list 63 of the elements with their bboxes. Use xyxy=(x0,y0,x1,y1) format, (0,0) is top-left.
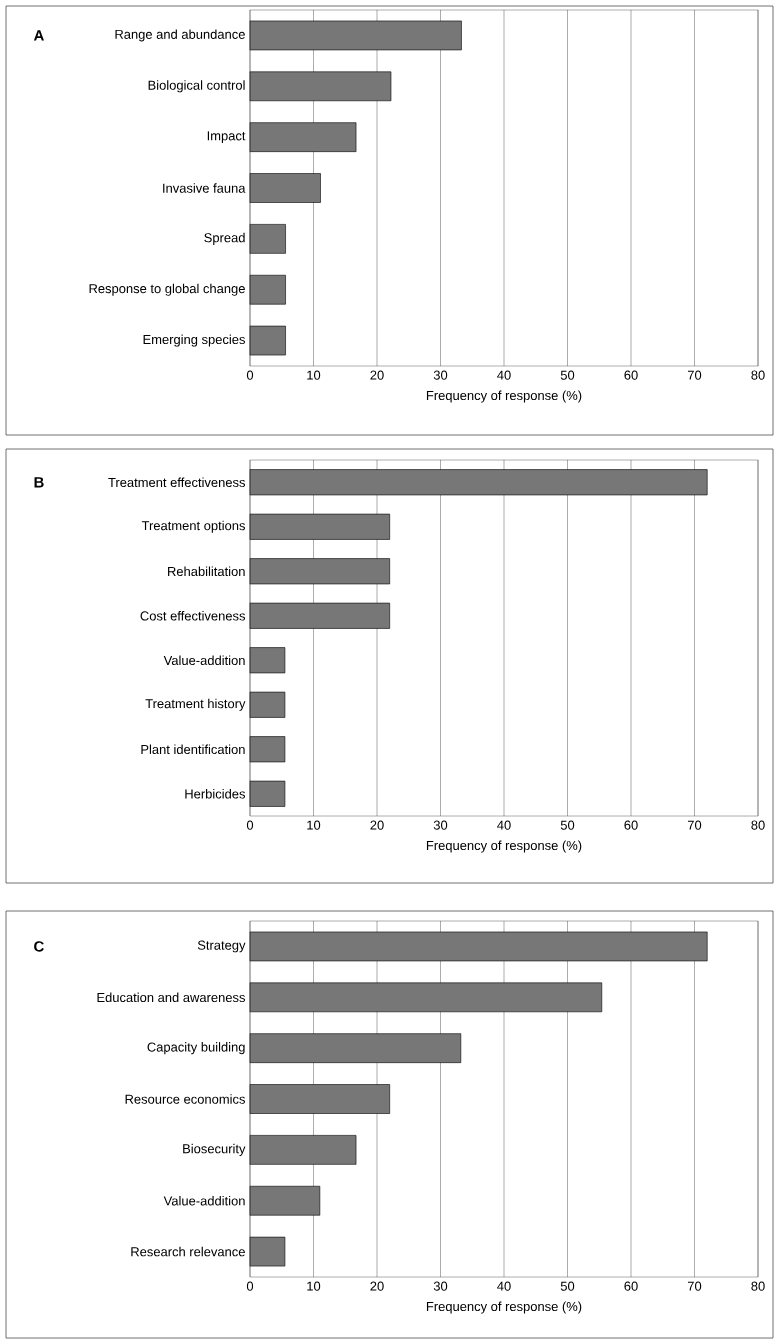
x-tick-label: 20 xyxy=(370,820,384,830)
y-tick-label: Research relevance xyxy=(131,1246,245,1257)
x-tick-label: 30 xyxy=(433,820,448,830)
bar xyxy=(249,224,286,254)
x-tick-label: 70 xyxy=(687,1281,702,1291)
text: A xyxy=(33,30,44,41)
y-tick-label: Herbicides xyxy=(185,789,246,799)
x-tick-label: 80 xyxy=(751,1281,765,1291)
x-tick-label: 80 xyxy=(751,820,765,830)
y-tick-label: Emerging species xyxy=(143,334,245,347)
x-tick-label: 40 xyxy=(497,1281,511,1291)
x-tick-label: 80 xyxy=(751,370,765,380)
x-tick-label: 20 xyxy=(370,1281,384,1291)
x-tick-label: 70 xyxy=(687,370,702,380)
y-tick-label: Biosecurity xyxy=(183,1143,246,1156)
x-tick-label: 70 xyxy=(687,820,702,830)
y-tick-label: Rehabilitation xyxy=(168,566,245,577)
y-tick-label: Treatment effectiveness xyxy=(108,477,246,488)
bar xyxy=(249,647,286,674)
y-tick-label: Strategy xyxy=(197,940,246,953)
y-tick-label: Value-addition xyxy=(163,1195,245,1206)
x-tick-label: 50 xyxy=(560,370,575,380)
y-tick-label: Plant identification xyxy=(141,744,245,755)
bar xyxy=(249,780,286,807)
x-tick-label: 20 xyxy=(370,370,384,380)
x-tick-label: 10 xyxy=(307,820,321,830)
x-tick-label: 40 xyxy=(497,820,511,830)
x-tick-label: 0 xyxy=(246,820,254,830)
x-tick-label: 10 xyxy=(307,370,321,380)
text: C xyxy=(34,941,44,952)
x-axis-title: Frequency of response (%) xyxy=(426,1301,582,1314)
x-tick-label: 30 xyxy=(433,1281,448,1291)
y-tick-label: Resource economics xyxy=(125,1094,245,1104)
x-tick-label: 0 xyxy=(246,1281,254,1291)
y-tick-label: Treatment history xyxy=(145,698,246,711)
y-tick-label: Invasive fauna xyxy=(163,183,246,193)
y-tick-label: Response to global change xyxy=(89,283,245,296)
x-tick-label: 10 xyxy=(307,1281,321,1291)
x-tick-label: 50 xyxy=(560,1281,575,1291)
x-tick-label: 40 xyxy=(497,370,511,380)
y-tick-label: Treatment options xyxy=(141,520,245,533)
y-tick-label: Impact xyxy=(207,131,246,143)
y-tick-label: Cost effectiveness xyxy=(140,611,246,621)
x-tick-label: 60 xyxy=(624,820,638,830)
x-tick-label: 60 xyxy=(624,370,638,380)
y-tick-label: Range and abundance xyxy=(115,29,245,42)
bar xyxy=(249,325,286,356)
y-tick-label: Education and awareness xyxy=(97,992,245,1003)
y-tick-label: Capacity building xyxy=(147,1042,245,1055)
x-tick-label: 60 xyxy=(624,1281,638,1291)
x-tick-label: 50 xyxy=(560,820,575,830)
bar xyxy=(249,736,286,763)
text: B xyxy=(34,477,44,488)
y-tick-label: Biological control xyxy=(148,80,245,93)
x-axis-title: Frequency of response (%) xyxy=(426,840,582,853)
bar xyxy=(249,691,286,718)
y-tick-label: Spread xyxy=(204,232,245,245)
x-tick-label: 30 xyxy=(433,370,448,380)
y-tick-label: Value-addition xyxy=(163,655,245,666)
x-tick-label: 0 xyxy=(246,370,254,380)
x-axis-title: Frequency of response (%) xyxy=(426,390,582,403)
bar xyxy=(249,274,286,305)
bar xyxy=(249,1236,286,1267)
